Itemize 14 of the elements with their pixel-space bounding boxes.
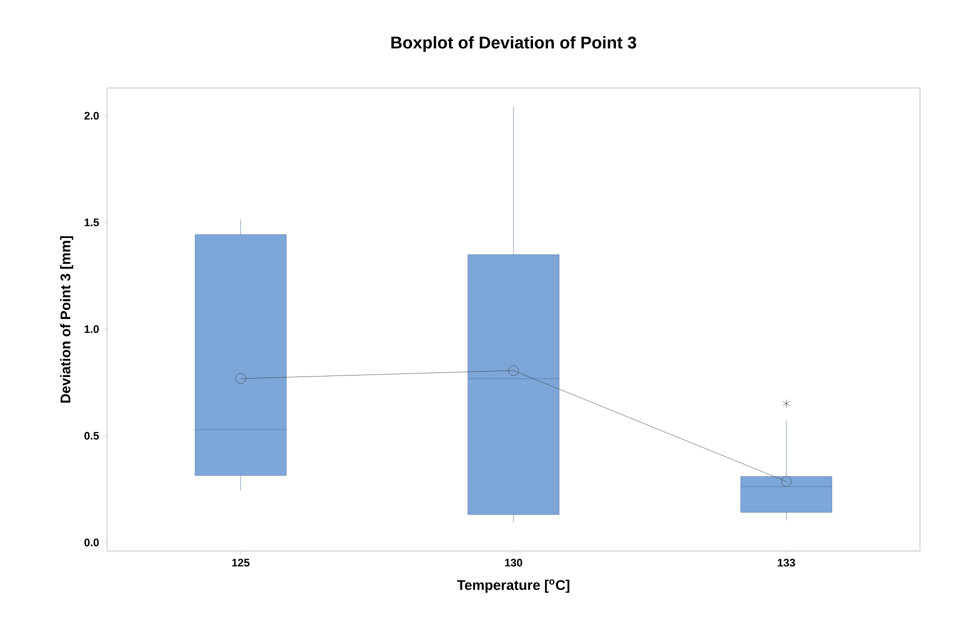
y-tick-label: 2.0 [84,112,99,120]
x-tick-label: 133 [778,558,796,567]
y-axis-title: Deviation of Point 3 [mm] [60,236,74,403]
x-tick-label: 125 [232,558,250,567]
y-tick-label: 1.0 [84,325,99,333]
y-tick-label: 0.5 [84,432,99,440]
chart-title: Boxplot of Deviation of Point 3 [391,36,636,52]
point [508,365,519,376]
point [781,476,792,487]
x-axis-title: Temperature [$^{o}$C] [457,579,570,593]
y-tick-label: 1.5 [84,218,99,226]
y-tick-label: 0.0 [84,538,99,546]
point [235,373,246,384]
x-tick-label: 130 [505,558,522,567]
